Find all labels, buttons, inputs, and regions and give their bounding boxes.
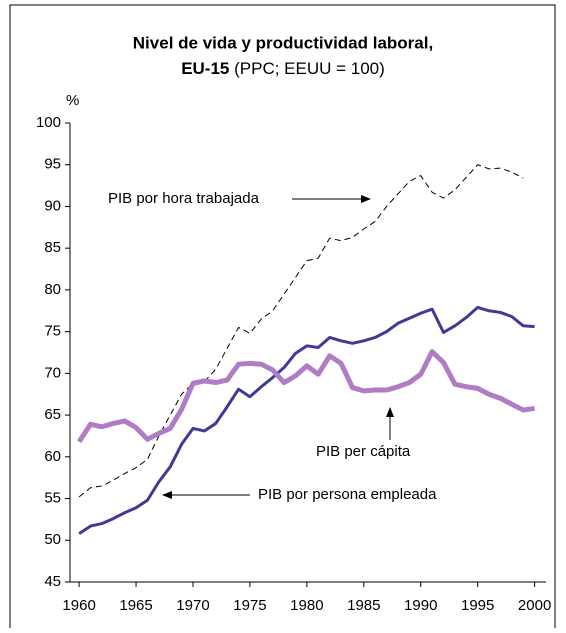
annotation: PIB por hora trabajada [108,190,260,207]
y-tick-label: 70 [44,364,61,381]
y-tick-label: 85 [44,239,61,256]
series-line [78,164,524,498]
y-tick-label: 80 [44,281,61,298]
x-tick-label: 1995 [461,597,494,614]
subtitle: (PPC; EEUU = 100) [234,59,385,78]
series-line [77,349,535,444]
x-tick-label: 1980 [290,597,323,614]
annotation: PIB por persona empleada [258,486,437,503]
x-tick-label: 1985 [347,597,380,614]
y-tick-label: 65 [44,406,61,423]
y-tick-label: 45 [44,573,61,590]
frame [9,4,556,633]
x-tick-label: 1960 [62,597,95,614]
series-line [78,305,535,535]
y-tick-label: 55 [44,490,61,507]
y-tick-label: 100 [36,114,61,131]
y-tick-label: 90 [44,197,61,214]
annotation: PIB per cápita [316,443,411,460]
y-axis-label: % [66,92,79,109]
y-tick-label: 60 [44,448,61,465]
y-tick-label: 75 [44,323,61,340]
y-tick-label: 95 [44,156,61,173]
x-tick-label: 1990 [404,597,437,614]
x-tick-label: 2000 [518,597,551,614]
x-tick-label: 1970 [176,597,209,614]
x-tick-label: 1965 [119,597,152,614]
chart-subtitle: EU-15 (PPC; EEUU = 100) [181,59,385,78]
x-tick-label: 1975 [233,597,266,614]
y-tick-label: 50 [44,531,61,548]
chart-title: Nivel de vida y productividad laboral, [133,33,433,52]
subtitle-bold: EU-15 [181,59,229,78]
